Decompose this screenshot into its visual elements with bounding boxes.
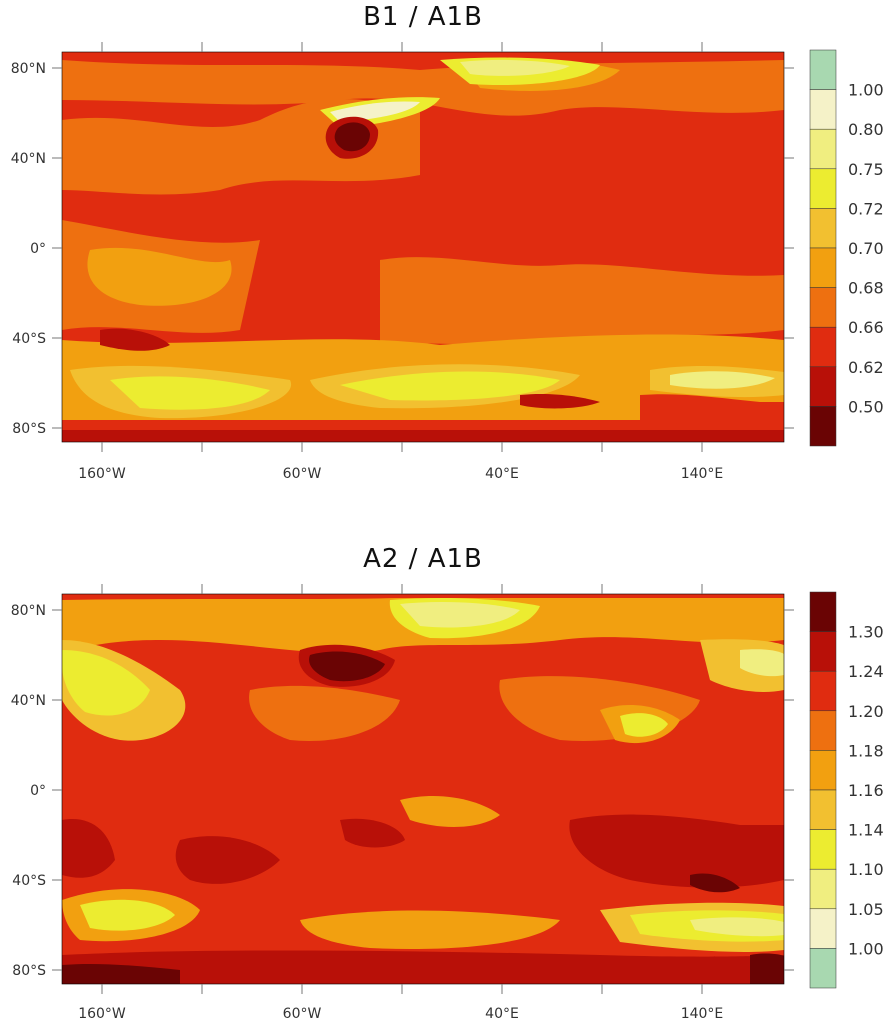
colorbar: 1.00 0.80 0.75 0.72 0.70 0.68 0.66 0.62 0.50 bbox=[809, 49, 884, 447]
colorbar-label: 1.14 bbox=[848, 821, 884, 840]
panel-title: B1 / A1B bbox=[363, 2, 483, 32]
contour-field bbox=[62, 594, 784, 984]
colorbar-swatch bbox=[809, 710, 837, 751]
lon-label: 40°E bbox=[485, 1006, 519, 1022]
colorbar-label: 1.20 bbox=[848, 702, 884, 721]
lon-label: 160°W bbox=[78, 1006, 126, 1022]
colorbar-swatch bbox=[809, 366, 837, 407]
tick-marks bbox=[52, 42, 794, 452]
lon-label: 140°E bbox=[681, 466, 724, 482]
panel-title: A2 / A1B bbox=[363, 544, 483, 574]
lon-label: 60°W bbox=[283, 466, 322, 482]
lat-label: 0° bbox=[30, 241, 46, 257]
colorbar-swatch bbox=[809, 948, 837, 989]
tick-marks bbox=[52, 584, 794, 994]
colorbar-label: 1.30 bbox=[848, 623, 884, 642]
colorbar-label: 0.72 bbox=[848, 199, 884, 218]
colorbar-swatch bbox=[809, 247, 837, 288]
lat-label: 40°S bbox=[12, 873, 46, 889]
lat-label: 80°N bbox=[11, 603, 46, 619]
colorbar-label: 0.75 bbox=[848, 160, 884, 179]
lat-label: 40°S bbox=[12, 331, 46, 347]
colorbar-swatch bbox=[809, 670, 837, 712]
colorbar-swatch bbox=[809, 591, 837, 632]
lon-label: 40°E bbox=[485, 466, 519, 482]
colorbar-swatch bbox=[809, 750, 837, 791]
map-b1-a1b: 80°N 40°N 0° 40°S 80°S 160°W 60°W 40°E 1… bbox=[11, 42, 884, 482]
lat-label: 0° bbox=[30, 783, 46, 799]
lat-label: 80°S bbox=[12, 421, 46, 437]
colorbar-swatch bbox=[809, 868, 837, 910]
colorbar-label: 1.16 bbox=[848, 781, 884, 800]
lat-label: 40°N bbox=[11, 693, 46, 709]
lat-label: 40°N bbox=[11, 151, 46, 167]
colorbar-label: 1.00 bbox=[848, 939, 884, 958]
colorbar-swatch bbox=[809, 829, 837, 870]
colorbar-label: 1.10 bbox=[848, 860, 884, 879]
colorbar-label: 1.05 bbox=[848, 900, 884, 919]
colorbar-label: 0.62 bbox=[848, 358, 884, 377]
colorbar-swatch bbox=[809, 908, 837, 949]
colorbar-swatch bbox=[809, 406, 837, 447]
colorbar-swatch bbox=[809, 326, 837, 368]
lon-labels: 160°W 60°W 40°E 140°E bbox=[78, 1006, 723, 1022]
lat-label: 80°S bbox=[12, 963, 46, 979]
colorbar-swatch bbox=[809, 287, 837, 328]
colorbar-label: 1.18 bbox=[848, 741, 884, 760]
colorbar-label: 1.24 bbox=[848, 662, 884, 681]
lat-label: 80°N bbox=[11, 61, 46, 77]
lon-label: 140°E bbox=[681, 1006, 724, 1022]
colorbar-swatch bbox=[809, 789, 837, 830]
colorbar: 1.30 1.24 1.20 1.18 1.16 1.14 1.10 1.05 1.00 bbox=[809, 591, 884, 989]
colorbar-swatch bbox=[809, 631, 837, 672]
lat-labels: 80°N 40°N 0° 40°S 80°S bbox=[11, 61, 46, 437]
colorbar-label: 0.68 bbox=[848, 279, 884, 298]
lon-label: 160°W bbox=[78, 466, 126, 482]
colorbar-label: 0.66 bbox=[848, 318, 884, 337]
lat-labels: 80°N 40°N 0° 40°S 80°S bbox=[11, 603, 46, 979]
colorbar-label: 1.00 bbox=[848, 81, 884, 100]
colorbar-swatch bbox=[809, 208, 837, 249]
lon-label: 60°W bbox=[283, 1006, 322, 1022]
contour-field bbox=[62, 52, 784, 442]
colorbar-label: 0.70 bbox=[848, 239, 884, 258]
lon-labels: 160°W 60°W 40°E 140°E bbox=[78, 466, 723, 482]
colorbar-label: 0.50 bbox=[848, 397, 884, 416]
colorbar-swatch bbox=[809, 128, 837, 170]
panel-b1-a1b: B1 / A1B bbox=[0, 0, 889, 500]
colorbar-label: 0.80 bbox=[848, 120, 884, 139]
